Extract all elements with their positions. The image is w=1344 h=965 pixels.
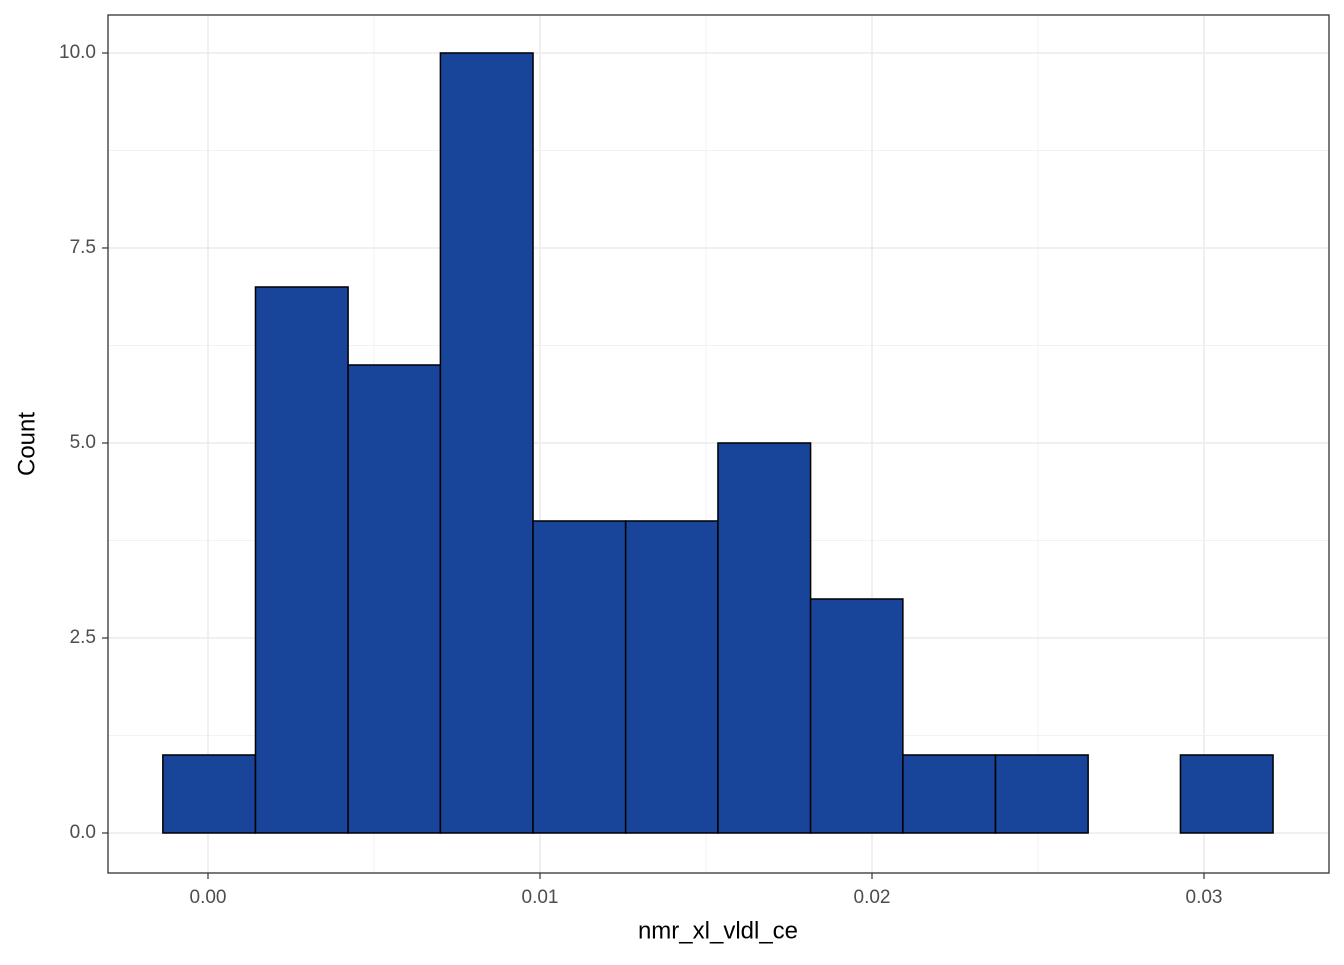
y-tick-label: 10.0 xyxy=(59,42,96,63)
bar xyxy=(809,598,904,834)
bar xyxy=(532,520,627,834)
y-tick-label: 0.0 xyxy=(70,822,96,843)
x-tick-label: 0.02 xyxy=(854,887,891,908)
bar xyxy=(439,52,534,834)
bar xyxy=(624,520,719,834)
bar xyxy=(347,364,442,834)
bar xyxy=(994,754,1089,834)
bar xyxy=(254,286,349,834)
y-axis-label: Count xyxy=(13,412,40,476)
x-axis-label: nmr_xl_vldl_ce xyxy=(638,917,798,944)
x-tick-label: 0.00 xyxy=(190,887,227,908)
bar xyxy=(717,442,812,834)
y-tick-label: 5.0 xyxy=(70,432,96,453)
bar xyxy=(1179,754,1274,834)
bar xyxy=(902,754,997,834)
bar xyxy=(162,754,257,834)
y-tick-label: 7.5 xyxy=(70,237,96,258)
panel-border xyxy=(107,14,1330,874)
x-tick-label: 0.03 xyxy=(1186,887,1223,908)
x-tick-label: 0.01 xyxy=(522,887,559,908)
y-tick-label: 2.5 xyxy=(70,627,96,648)
